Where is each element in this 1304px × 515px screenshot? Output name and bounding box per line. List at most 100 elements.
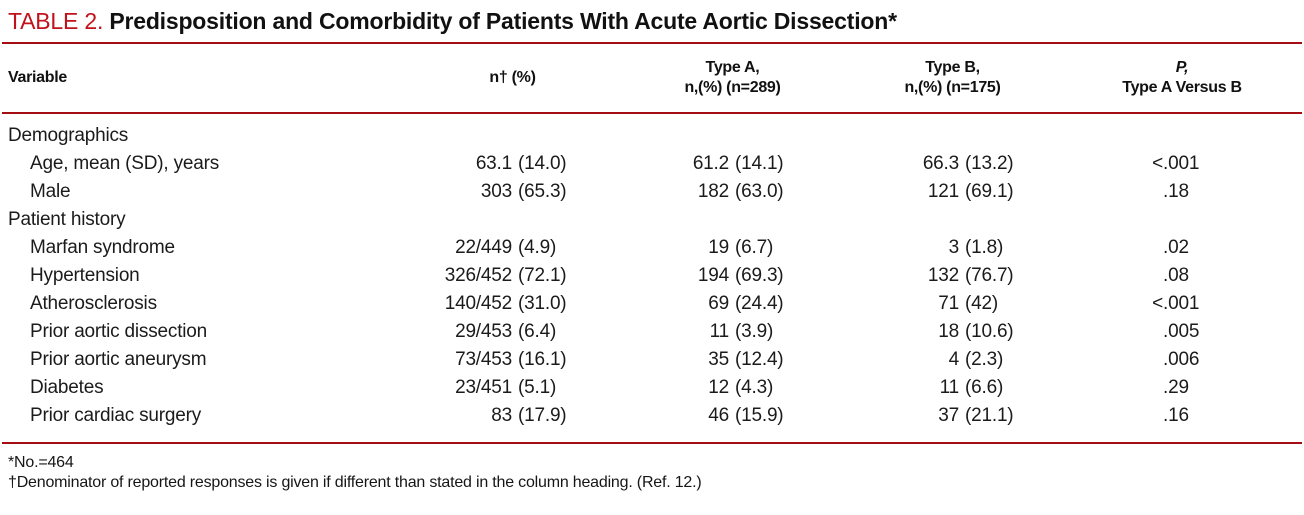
column-header-variable-label: Variable	[8, 69, 67, 86]
type-b-cell: 11 (6.6)	[845, 374, 1060, 402]
n-cell: 326/452 (72.1)	[405, 262, 620, 290]
type-a-cell-count: 46	[708, 405, 729, 426]
p-value-cell: .02	[1060, 234, 1304, 262]
variable-cell: Prior aortic aneurysm	[30, 349, 207, 370]
table-body: Demographics Age, mean (SD), years 63.1 (14…	[0, 114, 1304, 442]
n-cell: 29/453 (6.4)	[405, 318, 620, 346]
column-header-type-b: Type B, n,(%) (n=175)	[845, 44, 1060, 112]
p-value-cell-percent: .18	[1163, 181, 1189, 202]
type-a-cell-percent: (14.1)	[735, 153, 784, 174]
type-b-cell: 4 (2.3)	[845, 346, 1060, 374]
p-value-cell-percent: .16	[1163, 405, 1189, 426]
p-value-cell-percent: .001	[1163, 153, 1200, 174]
p-value-cell-percent: .001	[1163, 293, 1200, 314]
n-cell-count: 326/452	[444, 265, 512, 286]
type-a-cell: 19 (6.7)	[620, 234, 845, 262]
type-a-cell: 12 (4.3)	[620, 374, 845, 402]
type-b-cell-count: 121	[927, 181, 959, 202]
column-header-variable: Variable	[0, 44, 405, 112]
n-cell: 23/451 (5.1)	[405, 374, 620, 402]
column-header-type-b-line2: n,(%) (n=175)	[904, 79, 1001, 96]
n-cell: 63.1 (14.0)	[405, 150, 620, 178]
n-cell-percent: (16.1)	[518, 349, 567, 370]
type-b-cell: 37 (21.1)	[845, 402, 1060, 430]
n-cell-percent: (6.4)	[518, 321, 557, 342]
n-cell: 73/453 (16.1)	[405, 346, 620, 374]
type-b-cell-percent: (69.1)	[965, 181, 1014, 202]
type-a-cell-percent: (69.3)	[735, 265, 784, 286]
p-value-cell: <.001	[1060, 290, 1304, 318]
type-a-cell-percent: (4.3)	[735, 377, 774, 398]
table-footnotes: *No.=464 †Denominator of reported respon…	[0, 444, 1304, 493]
type-a-cell: 35 (12.4)	[620, 346, 845, 374]
type-b-cell-percent: (76.7)	[965, 265, 1014, 286]
p-value-cell: .29	[1060, 374, 1304, 402]
type-a-cell-count: 61.2	[692, 153, 729, 174]
variable-cell: Diabetes	[30, 377, 104, 398]
type-a-cell-count: 69	[708, 293, 729, 314]
table-title: TABLE 2. Predisposition and Comorbidity …	[0, 0, 1304, 35]
table-row: Diabetes 23/451 (5.1) 12 (4.3) 11 (6.6) .29	[0, 374, 1304, 402]
type-b-cell: 132 (76.7)	[845, 262, 1060, 290]
type-b-cell-percent: (1.8)	[965, 237, 1004, 258]
variable-cell: Prior aortic dissection	[30, 321, 208, 342]
type-b-cell-count: 11	[939, 377, 960, 398]
table-row: Atherosclerosis 140/452 (31.0) 69 (24.4) 71 (4…	[0, 290, 1304, 318]
type-a-cell-percent: (12.4)	[735, 349, 784, 370]
p-value-cell-percent: .29	[1163, 377, 1189, 398]
type-b-cell-percent: (10.6)	[965, 321, 1014, 342]
table-row: Age, mean (SD), years 63.1 (14.0) 61.2 (14.1…	[0, 150, 1304, 178]
type-b-cell-count: 66.3	[922, 153, 959, 174]
variable-cell: Age, mean (SD), years	[30, 153, 220, 174]
type-a-cell: 194 (69.3)	[620, 262, 845, 290]
column-header-type-a-line2: n,(%) (n=289)	[684, 79, 781, 96]
variable-cell: Atherosclerosis	[30, 293, 157, 314]
column-header-type-a: Type A, n,(%) (n=289)	[620, 44, 845, 112]
type-b-cell-count: 3	[948, 237, 960, 258]
p-value-cell	[1060, 122, 1304, 150]
p-value-cell: .006	[1060, 346, 1304, 374]
type-b-cell-percent: (42)	[965, 293, 998, 314]
n-cell: 303 (65.3)	[405, 178, 620, 206]
column-header-p-line2: Type A Versus B	[1122, 79, 1242, 96]
table-row: Hypertension 326/452 (72.1) 194 (69.3) 132 (76…	[0, 262, 1304, 290]
p-value-cell-count: <	[1152, 293, 1163, 314]
type-b-cell-percent: (21.1)	[965, 405, 1014, 426]
type-b-cell-percent: (13.2)	[965, 153, 1014, 174]
type-a-cell: 61.2 (14.1)	[620, 150, 845, 178]
n-cell-percent: (5.1)	[518, 377, 557, 398]
header-body-rule	[2, 112, 1302, 114]
variable-cell: Patient history	[8, 209, 126, 230]
n-cell-percent: (65.3)	[518, 181, 567, 202]
type-b-cell: 3 (1.8)	[845, 234, 1060, 262]
type-b-cell	[845, 122, 1060, 150]
column-header-n-label: n† (%)	[489, 69, 536, 86]
n-cell-count: 22/449	[455, 237, 512, 258]
type-a-cell-count: 182	[697, 181, 729, 202]
n-cell-count: 73/453	[455, 349, 512, 370]
table-row: Prior aortic aneurysm 73/453 (16.1) 35 (12.4…	[0, 346, 1304, 374]
type-b-cell: 66.3 (13.2)	[845, 150, 1060, 178]
column-header-type-b-line1: Type B,	[925, 59, 980, 76]
column-header-p: P, Type A Versus B	[1060, 44, 1304, 112]
table-number-label: TABLE 2.	[8, 8, 104, 34]
n-cell	[405, 122, 620, 150]
footnote-n: *No.=464	[8, 454, 74, 471]
n-cell: 140/452 (31.0)	[405, 290, 620, 318]
p-value-cell-percent: .08	[1163, 265, 1189, 286]
p-value-cell-percent: .02	[1163, 237, 1189, 258]
variable-cell: Hypertension	[30, 265, 140, 286]
p-value-cell-percent: .005	[1163, 321, 1200, 342]
table-row: Prior cardiac surgery 83 (17.9) 46 (15.9) 37 (…	[0, 402, 1304, 430]
type-b-cell-count: 132	[927, 265, 959, 286]
n-cell-count: 63.1	[475, 153, 512, 174]
type-a-cell	[620, 122, 845, 150]
n-cell-percent: (14.0)	[518, 153, 567, 174]
n-cell-count: 140/452	[444, 293, 512, 314]
type-a-cell-count: 12	[708, 377, 729, 398]
type-b-cell-count: 37	[938, 405, 959, 426]
type-a-cell	[620, 206, 845, 234]
p-value-cell	[1060, 206, 1304, 234]
table-row: Male 303 (65.3) 182 (63.0) 121 (69.1) .18	[0, 178, 1304, 206]
